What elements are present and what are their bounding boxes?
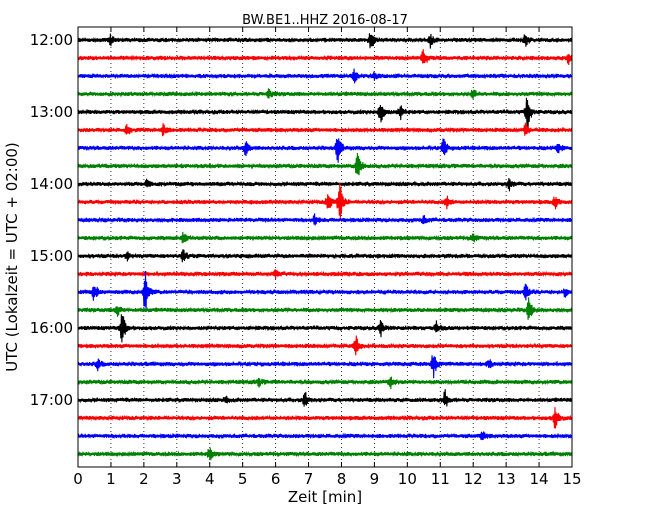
x-tick-label: 4 [205,470,215,488]
x-tick-label: 9 [370,470,380,488]
y-tick-label: 12:00 [30,31,73,49]
y-tick-label: 13:00 [30,103,73,121]
seismic-trace [77,49,573,65]
x-tick-label: 13 [497,470,516,488]
y-tick-label: 14:00 [30,175,73,193]
seismic-trace [77,213,573,226]
seismic-trace [77,182,573,220]
seismic-trace [77,271,573,313]
x-tick-label: 2 [139,470,149,488]
seismic-trace [77,389,573,407]
seismic-trace [77,431,573,441]
x-tick-label: 8 [337,470,347,488]
y-axis-label: UTC (Lokalzeit = UTC + 02:00) [3,142,21,372]
seismic-trace [77,269,573,280]
seismic-trace [77,97,573,130]
grid-lines [110,27,540,467]
x-tick-label: 12 [464,470,483,488]
seismic-trace [77,177,573,192]
seismic-trace [77,33,573,49]
seismic-trace [77,249,573,263]
x-tick-label: 0 [73,470,83,488]
seismic-trace [77,447,573,461]
y-tick-label: 15:00 [30,247,73,265]
x-tick-label: 6 [271,470,281,488]
seismic-trace [77,297,573,320]
seismic-trace [77,355,573,379]
x-axis-label: Zeit [min] [288,488,362,506]
seismic-traces [77,33,573,461]
chart-title: BW.BE1..HHZ 2016-08-17 [242,13,408,28]
seismic-trace [77,68,573,84]
x-tick-label: 7 [304,470,314,488]
x-tick-label: 11 [431,470,450,488]
axes-frame [77,26,573,468]
x-tick-label: 5 [238,470,248,488]
seismic-trace [77,314,573,343]
seismic-trace [77,231,573,244]
plot-frame [77,26,573,468]
x-tick-label: 3 [172,470,182,488]
seismic-trace [77,335,573,356]
x-tick-label: 15 [562,470,581,488]
x-tick-label: 10 [398,470,417,488]
x-tick-label: 1 [106,470,116,488]
seismic-trace [77,138,573,163]
seismic-trace [77,376,573,390]
x-axis-ticks: 0 1 2 3 4 5 6 7 8 9 10 11 12 13 14 15 [73,27,582,488]
y-tick-label: 17:00 [30,391,73,409]
seismic-trace [77,122,573,137]
y-tick-label: 16:00 [30,319,73,337]
seismic-trace [77,407,573,429]
x-tick-label: 14 [530,470,549,488]
seismic-trace [77,88,573,99]
seismic-trace [77,153,573,176]
y-axis-ticks: 12:00 13:00 14:00 15:00 16:00 17:00 [30,31,572,409]
